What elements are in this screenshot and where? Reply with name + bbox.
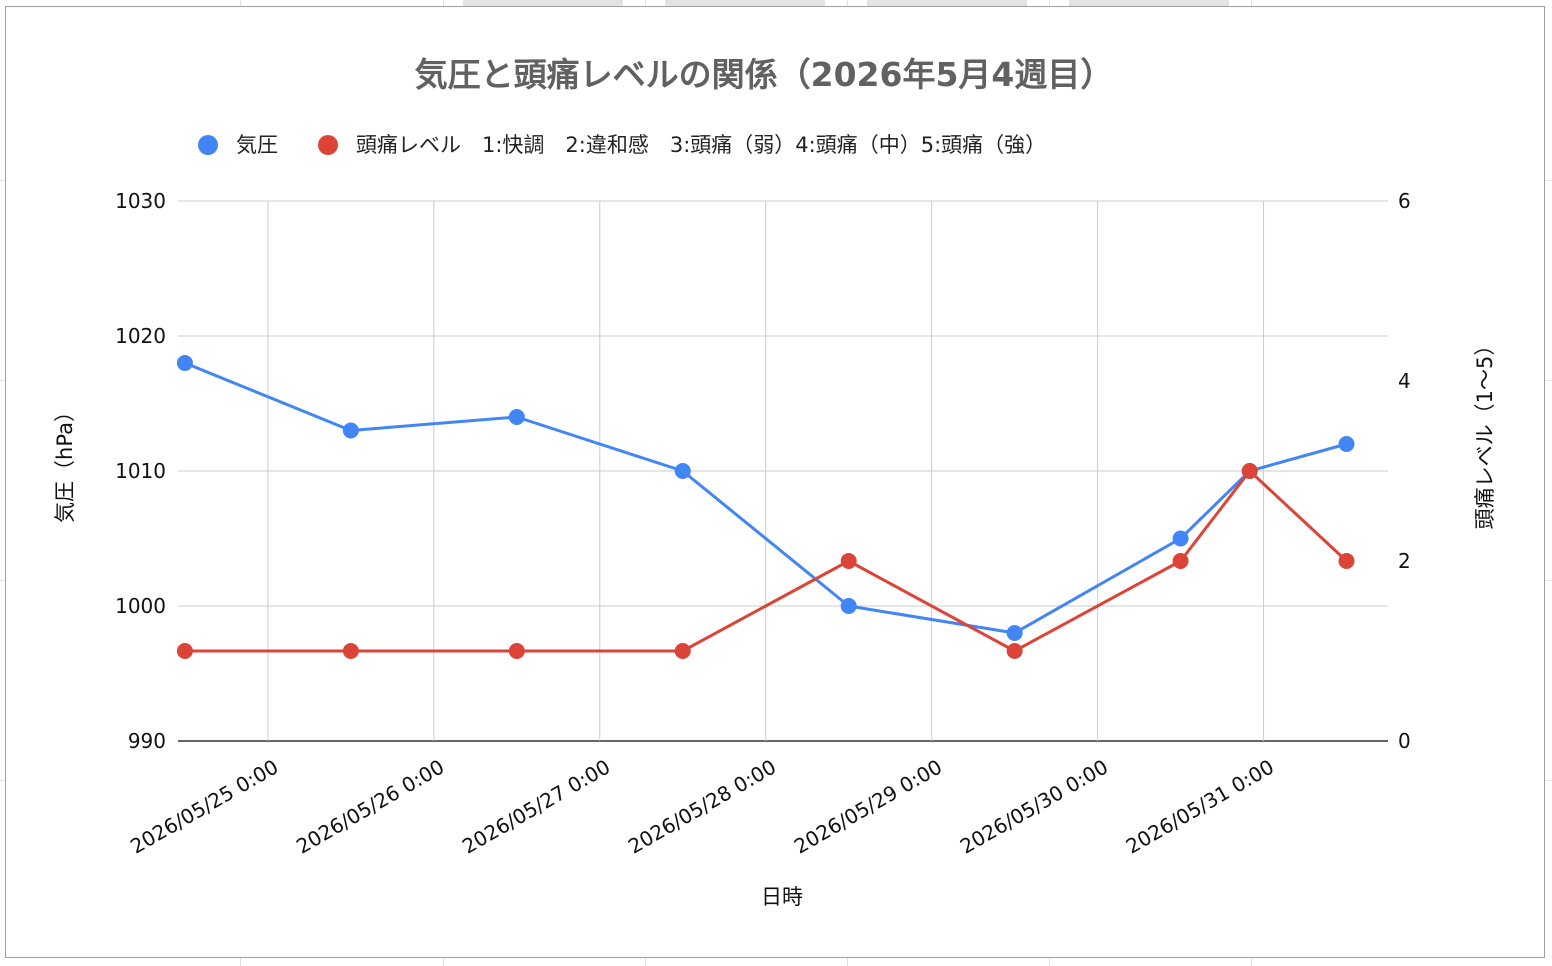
data-point-headache — [1338, 553, 1355, 569]
legend-marker-pressure — [198, 135, 218, 155]
x-tick-label: 2026/05/26 0:00 — [292, 755, 448, 859]
right-axis: 6 4 2 0 — [1398, 189, 1411, 753]
chart-title: 気圧と頭痛レベルの関係（2026年5月4週目） — [415, 55, 1114, 94]
right-tick-label: 4 — [1398, 369, 1411, 393]
x-axis: 2026/05/25 0:00 2026/05/26 0:00 2026/05/27… — [126, 755, 1278, 859]
series-pressure — [176, 355, 1355, 641]
data-point-headache — [508, 643, 525, 659]
grid — [178, 200, 1388, 742]
data-point-headache — [674, 643, 691, 659]
left-tick-label: 1020 — [115, 324, 166, 348]
legend-item-pressure[interactable]: 気圧 — [198, 133, 278, 157]
left-axis: 1030 1020 1010 1000 990 — [115, 189, 166, 753]
legend-label-pressure: 気圧 — [236, 133, 278, 157]
data-point-headache — [1172, 553, 1189, 569]
data-point-headache — [176, 643, 193, 659]
x-tick-label: 2026/05/28 0:00 — [624, 755, 780, 859]
left-axis-title: 気圧（hPa） — [53, 401, 77, 523]
data-point-pressure — [840, 598, 857, 614]
data-point-headache — [1241, 463, 1258, 479]
x-tick-label: 2026/05/30 0:00 — [956, 755, 1112, 859]
x-tick-label: 2026/05/25 0:00 — [126, 755, 282, 859]
legend-item-headache[interactable]: 頭痛レベル 1:快調 2:違和感 3:頭痛（弱）4:頭痛（中）5:頭痛（強） — [318, 133, 1046, 157]
left-tick-label: 1000 — [115, 594, 166, 618]
data-point-pressure — [1006, 625, 1023, 641]
data-point-pressure — [342, 422, 359, 439]
data-point-pressure — [674, 463, 691, 479]
left-tick-label: 990 — [128, 729, 166, 753]
data-point-headache — [1006, 643, 1023, 659]
legend[interactable]: 気圧 頭痛レベル 1:快調 2:違和感 3:頭痛（弱）4:頭痛（中）5:頭痛（強… — [198, 133, 1046, 157]
series-layer[interactable] — [176, 355, 1355, 659]
right-tick-label: 2 — [1398, 549, 1411, 573]
data-point-pressure — [1338, 436, 1355, 452]
x-axis-title: 日時 — [761, 885, 803, 909]
series-headache — [176, 463, 1355, 659]
x-tick-label: 2026/05/27 0:00 — [458, 755, 614, 859]
left-tick-label: 1010 — [115, 459, 166, 483]
data-point-pressure — [508, 409, 525, 425]
x-tick-label: 2026/05/29 0:00 — [790, 755, 946, 859]
chart-container[interactable] — [5, 6, 1545, 958]
legend-label-headache: 頭痛レベル 1:快調 2:違和感 3:頭痛（弱）4:頭痛（中）5:頭痛（強） — [356, 133, 1046, 157]
right-tick-label: 6 — [1398, 189, 1411, 213]
right-axis-title: 頭痛レベル（1〜5） — [1473, 335, 1497, 530]
data-point-headache — [840, 553, 857, 569]
right-tick-label: 0 — [1398, 729, 1411, 753]
data-point-pressure — [1172, 530, 1189, 547]
x-tick-label: 2026/05/31 0:00 — [1122, 755, 1278, 859]
data-point-pressure — [176, 355, 193, 371]
left-tick-label: 1030 — [115, 189, 166, 213]
legend-marker-headache — [318, 135, 338, 155]
data-point-headache — [342, 643, 359, 659]
